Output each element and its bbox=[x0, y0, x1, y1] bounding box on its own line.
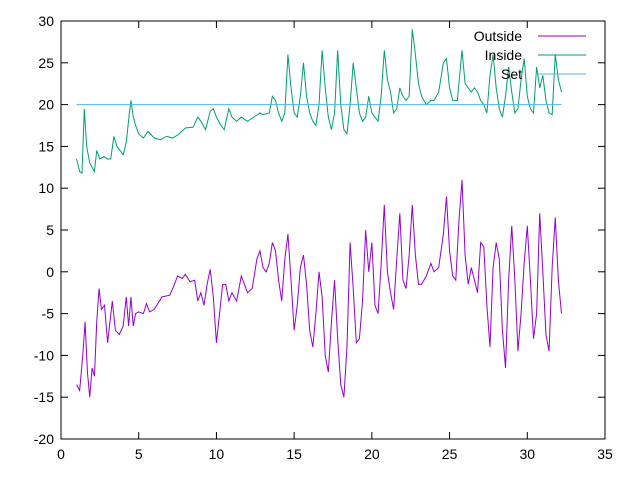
y-tick-label: -20 bbox=[34, 431, 54, 447]
y-tick-label: -15 bbox=[34, 389, 54, 405]
legend: Outside Inside Set bbox=[474, 28, 586, 82]
y-tick-label: 15 bbox=[38, 138, 54, 154]
x-tick-label: 15 bbox=[286, 446, 302, 462]
x-tick-label: 25 bbox=[442, 446, 458, 462]
y-tick-label: 20 bbox=[38, 97, 54, 113]
x-tick-label: 10 bbox=[209, 446, 225, 462]
x-tick-label: 5 bbox=[135, 446, 143, 462]
series-line-outside bbox=[76, 179, 562, 398]
series-group bbox=[76, 29, 562, 398]
x-tick-label: 20 bbox=[364, 446, 380, 462]
series-line-inside bbox=[76, 29, 562, 175]
y-tick-label: -5 bbox=[42, 306, 55, 322]
legend-label-inside: Inside bbox=[485, 47, 523, 63]
legend-label-outside: Outside bbox=[474, 28, 522, 44]
x-tick-label: 35 bbox=[597, 446, 613, 462]
x-tick-label: 0 bbox=[57, 446, 65, 462]
legend-label-set: Set bbox=[501, 66, 522, 82]
axis-ticks: 0 5 10 15 20 25 30 35 -20 -15 -10 -5 0 5 10 15 20 25 30 bbox=[34, 13, 613, 462]
y-tick-label: -10 bbox=[34, 347, 54, 363]
y-tick-label: 0 bbox=[46, 264, 54, 280]
y-tick-label: 10 bbox=[38, 180, 54, 196]
y-tick-label: 5 bbox=[46, 222, 54, 238]
y-tick-label: 25 bbox=[38, 55, 54, 71]
y-tick-label: 30 bbox=[38, 13, 54, 29]
plot-frame bbox=[60, 20, 606, 440]
x-tick-label: 30 bbox=[519, 446, 535, 462]
